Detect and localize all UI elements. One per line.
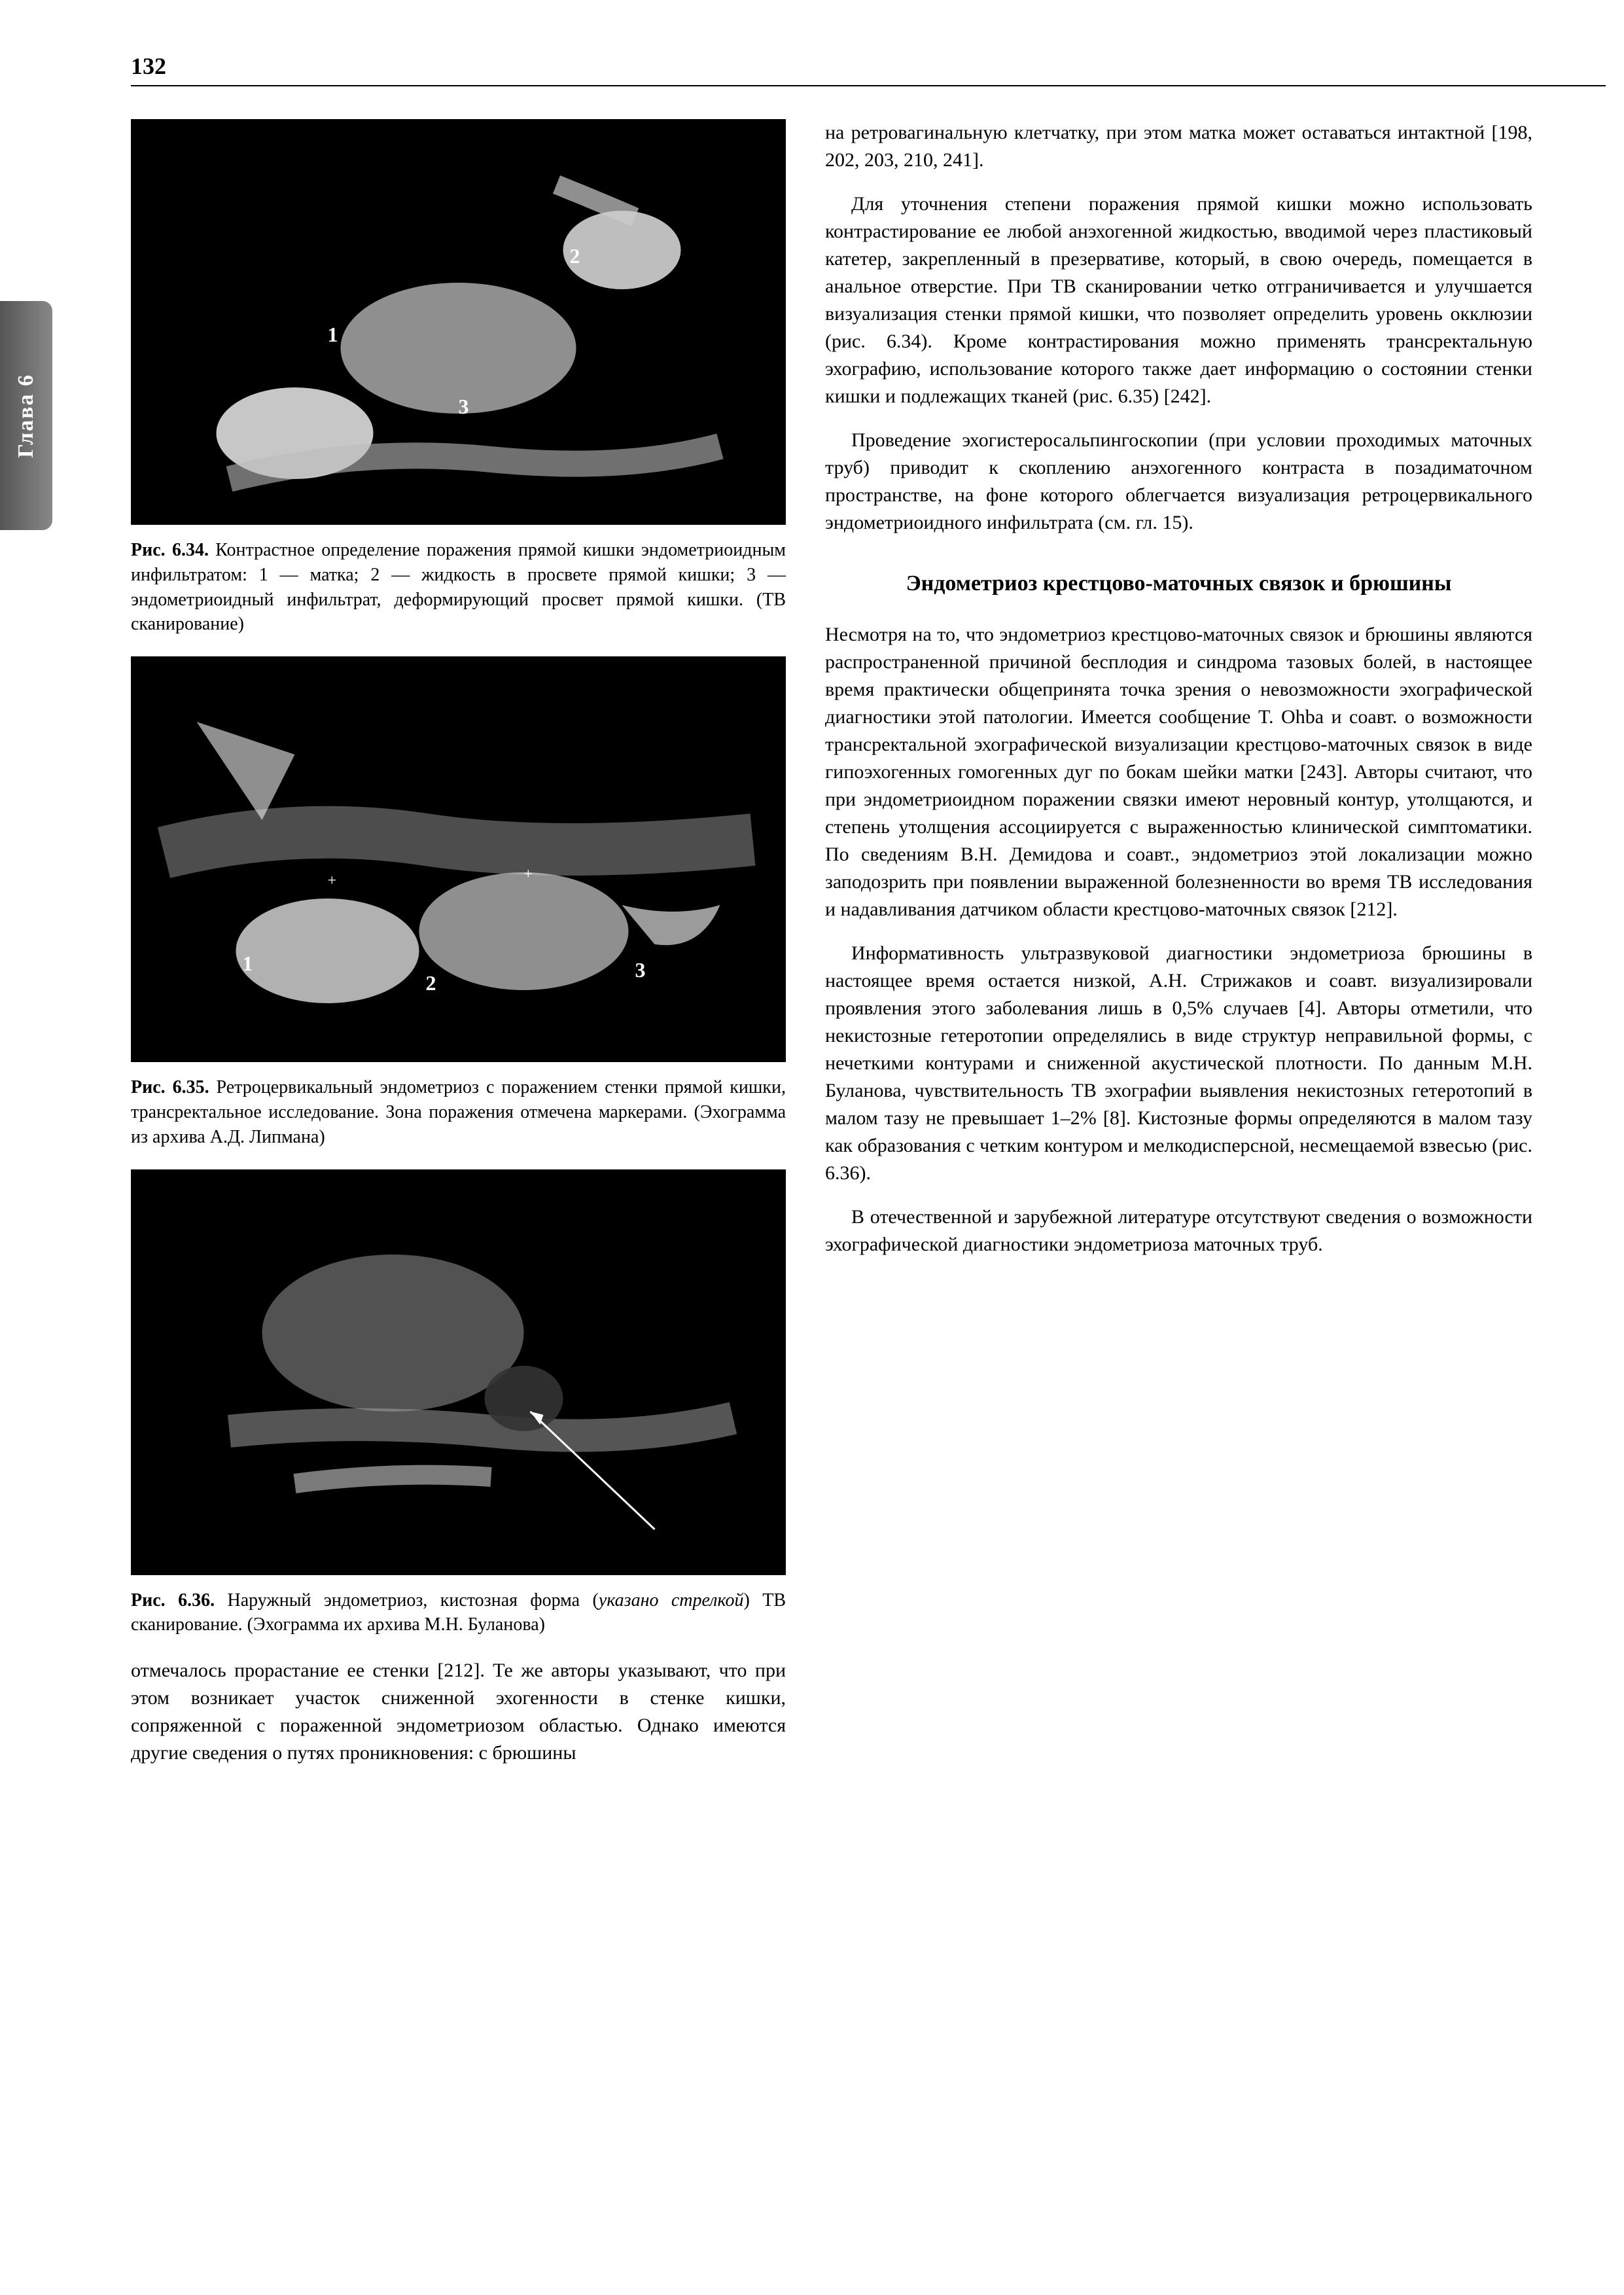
figure-636-image [131,1169,786,1575]
figure-635-caption: Рис. 6.35. Ретроцервикальный эндометриоз… [131,1075,786,1149]
chapter-tab: Глава 6 [0,301,52,530]
svg-text:+: + [328,872,337,889]
page-number: 132 [131,52,1606,86]
left-column: 1 2 3 Рис. 6.34. Контрастное определение… [52,119,786,1783]
right-paragraph-2: Для уточнения степени поражения прямой к… [825,190,1532,410]
fig-634-label: Рис. 6.34. [131,540,209,560]
chapter-tab-text: Глава 6 [14,374,39,458]
section-heading: Эндометриоз крестцово-маточных связок и … [825,569,1532,598]
right-paragraph-5: Информативность ультразвуковой диагности… [825,940,1532,1187]
fig-635-label: Рис. 6.35. [131,1077,209,1097]
fig-636-caption-prefix: Наружный эндометриоз, кистозная форма ( [227,1590,598,1610]
figure-634-image: 1 2 3 [131,119,786,525]
right-paragraph-3: Проведение эхогистеросальпингоскопии (пр… [825,427,1532,537]
marker-2b: 2 [426,971,436,995]
svg-text:+: + [524,866,533,883]
marker-3: 3 [459,395,469,418]
figure-636-caption: Рис. 6.36. Наружный эндометриоз, кистозн… [131,1588,786,1638]
right-paragraph-1: на ретровагинальную клетчатку, при этом … [825,119,1532,174]
marker-1: 1 [328,323,338,346]
figure-634-caption: Рис. 6.34. Контрастное определение пораж… [131,538,786,637]
left-paragraph-1: отмечалось прорастание ее стенки [212]. … [131,1657,786,1767]
right-paragraph-4: Несмотря на то, что эндометриоз крестцов… [825,621,1532,923]
marker-1b: 1 [243,952,253,975]
right-column: на ретровагинальную клетчатку, при этом … [825,119,1559,1783]
fig-635-caption-text: Ретроцервикальный эндометриоз с поражени… [131,1077,786,1147]
figure-635-image: 1 2 3 + + [131,656,786,1062]
right-paragraph-6: В отечественной и зарубежной литературе … [825,1203,1532,1258]
marker-3b: 3 [635,958,646,982]
fig-636-label: Рис. 6.36. [131,1590,215,1610]
marker-2: 2 [570,244,580,268]
fig-634-caption-text: Контрастное определение поражения прямой… [131,540,786,634]
fig-636-caption-italic: указано стрелкой [599,1590,744,1610]
content-grid: 1 2 3 Рис. 6.34. Контрастное определение… [52,119,1559,1783]
page-container: 132 Глава 6 1 2 3 [52,52,1559,1783]
